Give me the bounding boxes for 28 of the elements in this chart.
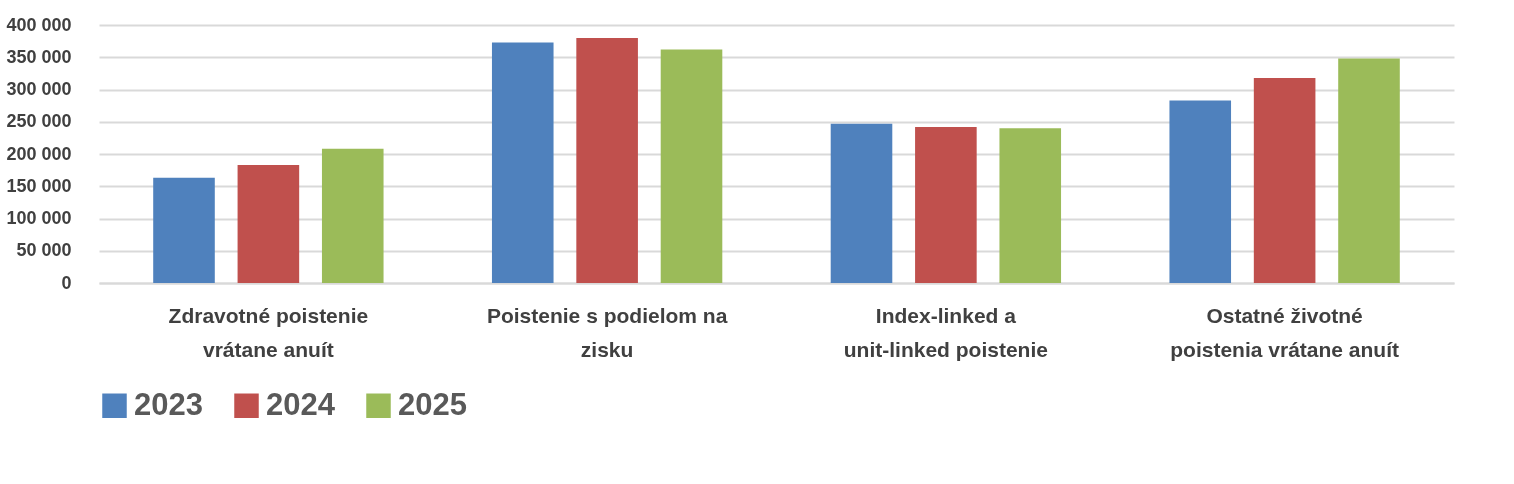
bar xyxy=(321,148,384,283)
bar xyxy=(999,128,1062,283)
bar xyxy=(660,49,723,283)
x-tick-label: Poistenie s podielom na zisku xyxy=(486,303,728,361)
bar xyxy=(491,42,554,283)
bar xyxy=(237,164,300,283)
y-tick-label: 50 000 xyxy=(16,240,72,261)
bar xyxy=(1253,77,1316,283)
bar xyxy=(830,123,893,283)
x-tick-label: Index-linked a unit-linked poistenie xyxy=(843,303,1048,361)
bar xyxy=(153,177,215,283)
legend-label: 2023 xyxy=(134,386,203,422)
legend-label: 2025 xyxy=(398,386,467,422)
x-tick-label: Ostatné životné poistenia vrátane anuít xyxy=(1170,303,1399,361)
y-tick-label: 300 000 xyxy=(6,79,72,99)
y-tick-label: 150 000 xyxy=(6,175,72,196)
y-tick-label: 350 000 xyxy=(6,46,72,67)
y-tick-label: 0 xyxy=(61,272,72,293)
y-tick-label: 250 000 xyxy=(6,111,72,132)
x-tick-label: Zdravotné poistenie vrátane anuít xyxy=(168,303,369,361)
y-tick-label: 200 000 xyxy=(6,143,72,164)
bar xyxy=(1169,100,1232,283)
bar xyxy=(915,126,977,283)
bar xyxy=(1338,58,1400,283)
legend-label: 2024 xyxy=(266,386,336,422)
y-tick-label: 400 000 xyxy=(6,14,72,35)
bar xyxy=(576,37,638,283)
y-tick-label: 100 000 xyxy=(6,208,72,228)
